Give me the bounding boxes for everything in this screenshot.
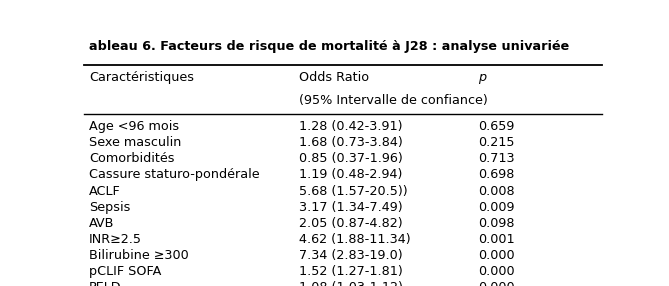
- Text: 0.000: 0.000: [478, 281, 514, 286]
- Text: Sepsis: Sepsis: [89, 200, 130, 214]
- Text: 1.52 (1.27-1.81): 1.52 (1.27-1.81): [299, 265, 403, 278]
- Text: INR≥2.5: INR≥2.5: [89, 233, 142, 246]
- Text: 0.000: 0.000: [478, 265, 514, 278]
- Text: ACLF: ACLF: [89, 184, 120, 198]
- Text: 2.05 (0.87-4.82): 2.05 (0.87-4.82): [299, 217, 403, 230]
- Text: 0.85 (0.37-1.96): 0.85 (0.37-1.96): [299, 152, 403, 165]
- Text: Bilirubine ≥300: Bilirubine ≥300: [89, 249, 189, 262]
- Text: Caractéristiques: Caractéristiques: [89, 71, 194, 84]
- Text: Odds Ratio: Odds Ratio: [299, 71, 369, 84]
- Text: 0.215: 0.215: [478, 136, 514, 149]
- Text: 1.28 (0.42-3.91): 1.28 (0.42-3.91): [299, 120, 402, 133]
- Text: ableau 6. Facteurs de risque de mortalité à J28 : analyse univariée: ableau 6. Facteurs de risque de mortalit…: [89, 40, 569, 53]
- Text: Age <96 mois: Age <96 mois: [89, 120, 179, 133]
- Text: 0.713: 0.713: [478, 152, 514, 165]
- Text: pCLIF SOFA: pCLIF SOFA: [89, 265, 161, 278]
- Text: Sexe masculin: Sexe masculin: [89, 136, 181, 149]
- Text: 5.68 (1.57-20.5)): 5.68 (1.57-20.5)): [299, 184, 407, 198]
- Text: 0.000: 0.000: [478, 249, 514, 262]
- Text: 0.098: 0.098: [478, 217, 514, 230]
- Text: 0.001: 0.001: [478, 233, 514, 246]
- Text: Comorbidités: Comorbidités: [89, 152, 175, 165]
- Text: 0.659: 0.659: [478, 120, 514, 133]
- Text: 7.34 (2.83-19.0): 7.34 (2.83-19.0): [299, 249, 403, 262]
- Text: 0.009: 0.009: [478, 200, 514, 214]
- Text: 1.08 (1.03-1.12): 1.08 (1.03-1.12): [299, 281, 403, 286]
- Text: AVB: AVB: [89, 217, 114, 230]
- Text: PELD: PELD: [89, 281, 122, 286]
- Text: 1.19 (0.48-2.94): 1.19 (0.48-2.94): [299, 168, 402, 181]
- Text: 3.17 (1.34-7.49): 3.17 (1.34-7.49): [299, 200, 403, 214]
- Text: 0.698: 0.698: [478, 168, 514, 181]
- Text: 0.008: 0.008: [478, 184, 514, 198]
- Text: (95% Intervalle de confiance): (95% Intervalle de confiance): [299, 94, 488, 107]
- Text: Cassure staturo-pondérale: Cassure staturo-pondérale: [89, 168, 260, 181]
- Text: p: p: [478, 71, 486, 84]
- Text: 1.68 (0.73-3.84): 1.68 (0.73-3.84): [299, 136, 403, 149]
- Text: 4.62 (1.88-11.34): 4.62 (1.88-11.34): [299, 233, 410, 246]
